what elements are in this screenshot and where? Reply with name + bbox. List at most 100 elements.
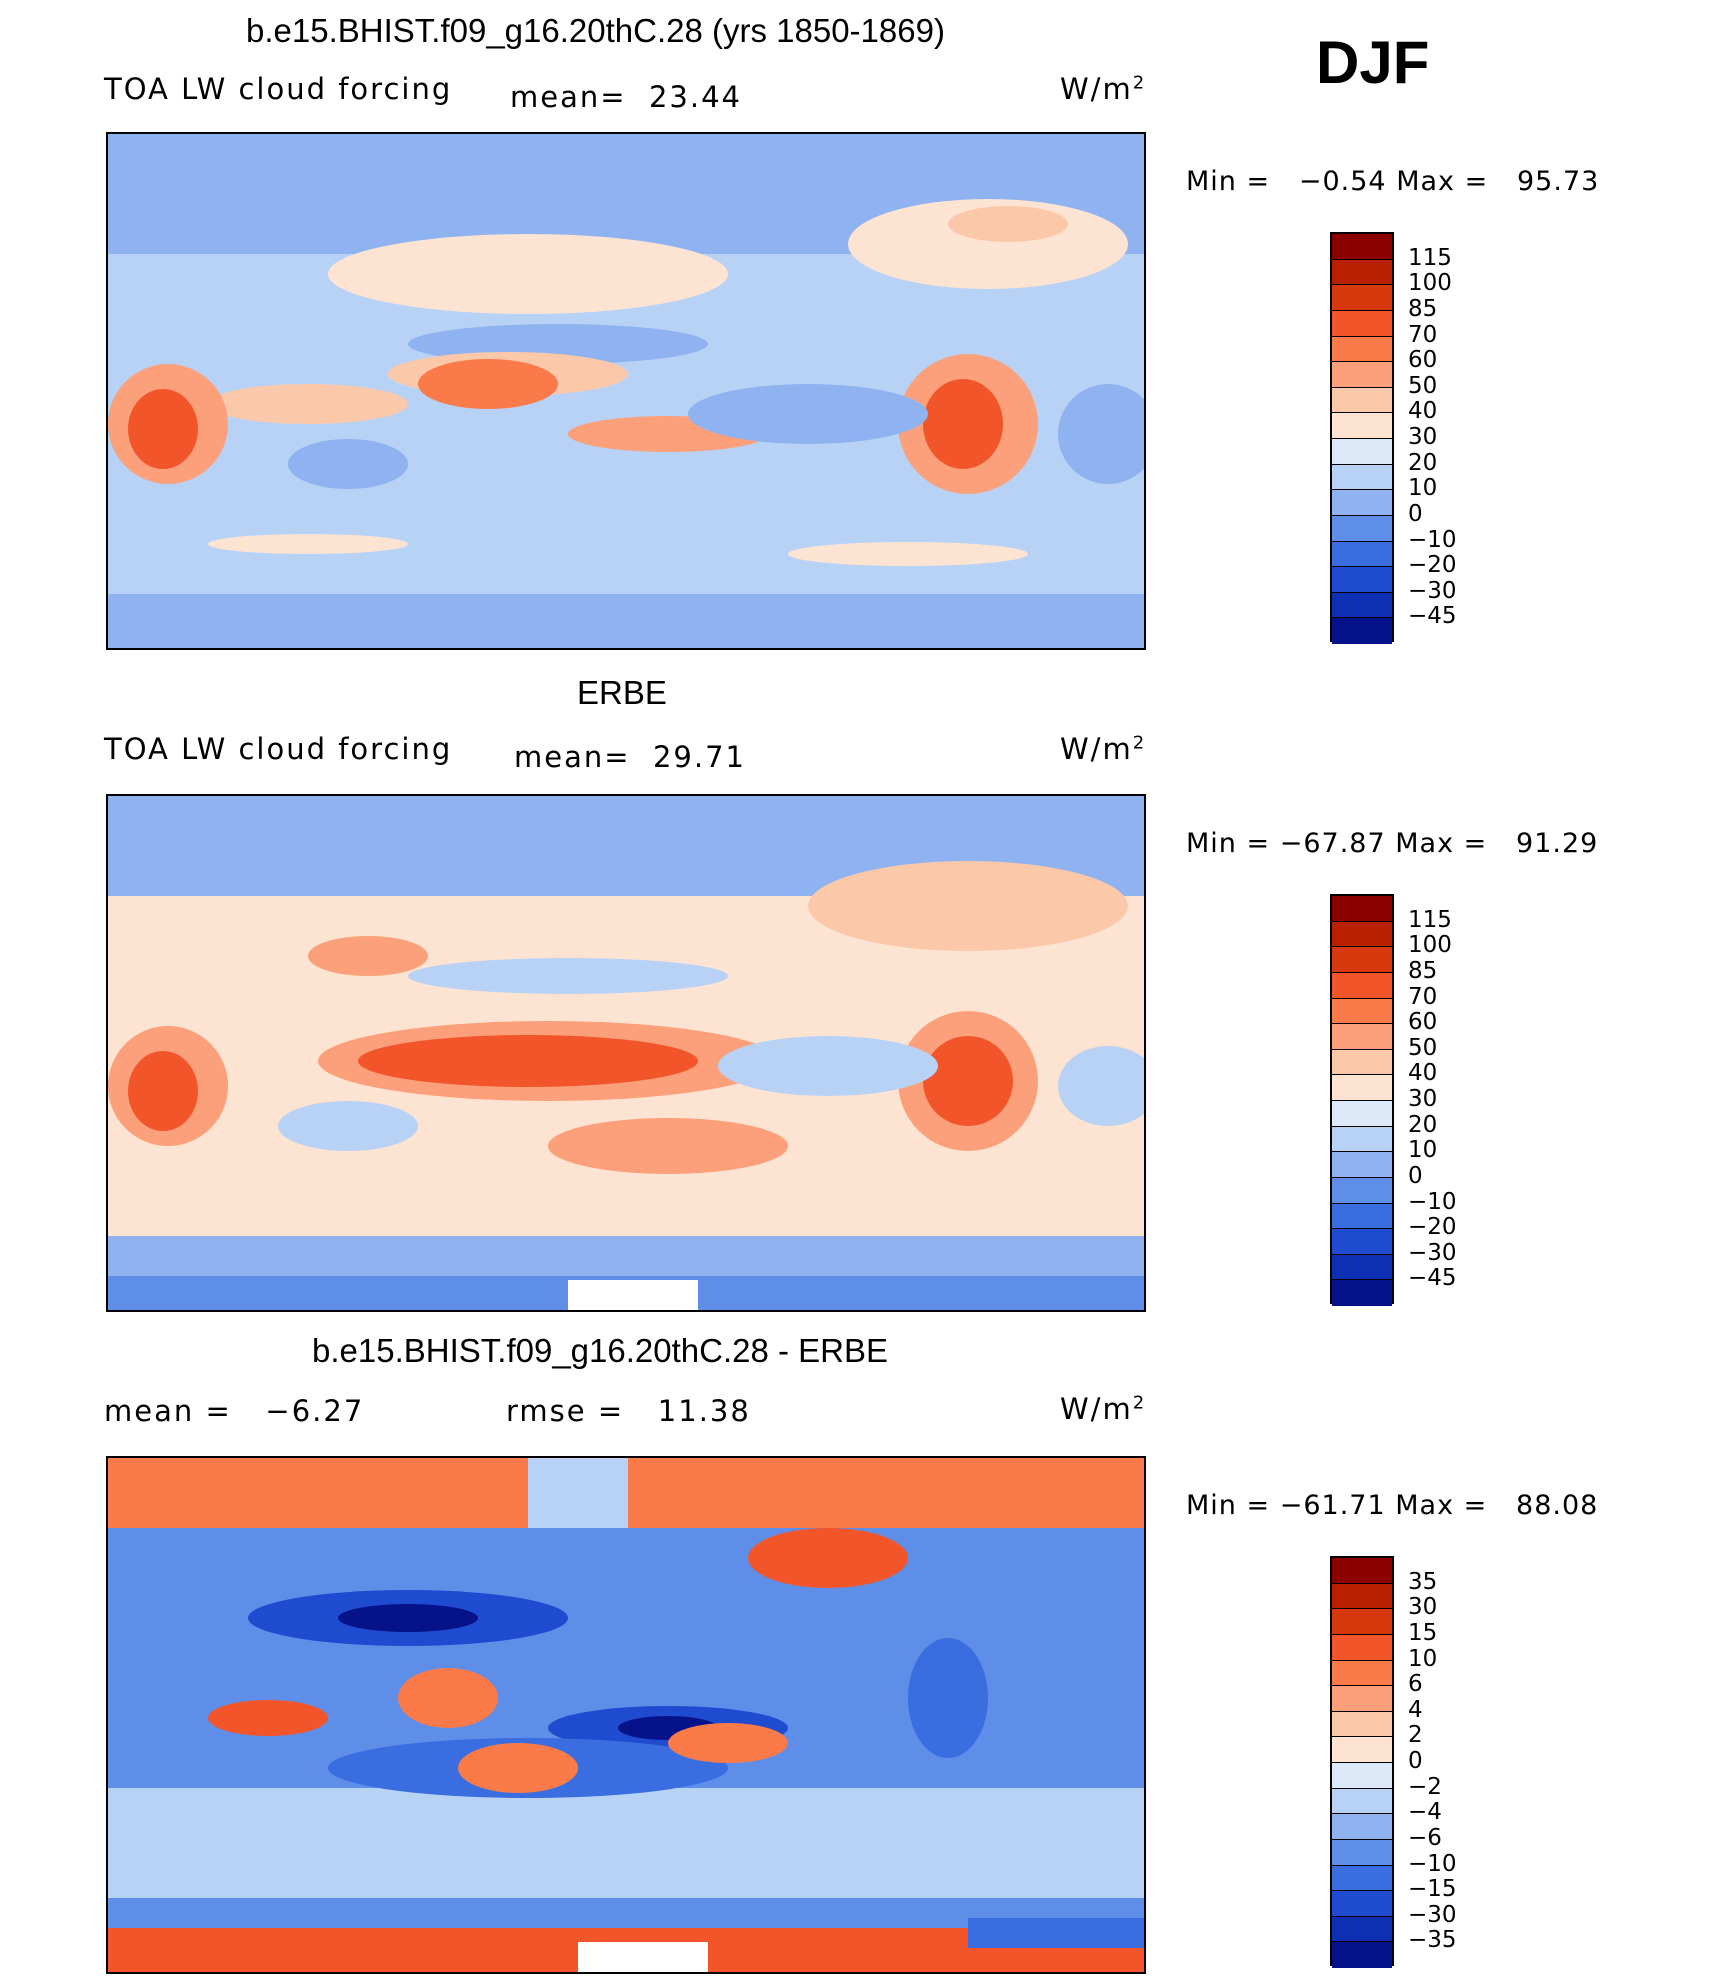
units-label-model: W/m2	[1060, 72, 1147, 106]
panel-title-obs: ERBE	[577, 674, 667, 711]
field-label-model: TOA LW cloud forcing	[104, 72, 453, 106]
mean-readout-diff: mean = −6.27	[104, 1394, 365, 1428]
colorbar-swatch	[1332, 1583, 1392, 1610]
minmax-readout-model: Min = −0.54 Max = 95.73	[1186, 166, 1600, 197]
colorbar-tick-label: 6	[1408, 1671, 1423, 1698]
colorbar-swatch	[1332, 1916, 1392, 1943]
colorbar-swatch	[1332, 896, 1392, 922]
colorbar-tick-label: 2	[1408, 1722, 1423, 1749]
colorbar-tick-label: 0	[1408, 1162, 1423, 1189]
colorbar-tick-label: 115	[1408, 244, 1452, 271]
colorbar-tick-label: 115	[1408, 906, 1452, 933]
colorbar-tick-label: 0	[1408, 500, 1423, 527]
colorbar-tick-label: 20	[1408, 1111, 1438, 1138]
colorbar-swatch	[1332, 1711, 1392, 1738]
colorbar-swatch	[1332, 259, 1392, 286]
colorbar-tick-label: −30	[1408, 577, 1457, 604]
colorbar-swatch	[1332, 1686, 1392, 1712]
colorbar-diff	[1330, 1556, 1394, 1968]
panel-title-model: b.e15.BHIST.f09_g16.20thC.28 (yrs 1850-1…	[246, 12, 945, 49]
rmse-readout-diff: rmse = 11.38	[506, 1394, 751, 1428]
colorbar-tick-label: −2	[1408, 1773, 1442, 1800]
colorbar-swatch	[1332, 1891, 1392, 1917]
colorbar-tick-label: −20	[1408, 1214, 1457, 1241]
map-panel-model	[106, 132, 1146, 650]
colorbar-tick-label: 0	[1408, 1748, 1423, 1774]
colorbar-swatch	[1332, 1203, 1392, 1230]
colorbar-tick-label: −30	[1408, 1239, 1457, 1266]
colorbar-tick-label: −30	[1408, 1901, 1457, 1928]
panel-title-diff: b.e15.BHIST.f09_g16.20thC.28 - ERBE	[312, 1332, 889, 1369]
colorbar-tick-label: 70	[1408, 321, 1438, 348]
colorbar-swatch	[1332, 972, 1392, 999]
minmax-readout-obs: Min = −67.87 Max = 91.29	[1186, 828, 1599, 859]
mean-readout-obs: mean= 29.71	[514, 740, 747, 774]
map-panel-diff	[106, 1456, 1146, 1974]
colorbar-swatch	[1332, 1942, 1392, 1968]
colorbar-swatch	[1332, 336, 1392, 363]
colorbar-swatch	[1332, 1788, 1392, 1815]
colorbar-tick-label: −10	[1408, 1850, 1457, 1877]
colorbar-swatch	[1332, 998, 1392, 1025]
colorbar-swatch	[1332, 1814, 1392, 1840]
colorbar-tick-label: 100	[1408, 270, 1452, 297]
colorbar-tick-label: −35	[1408, 1927, 1457, 1954]
colorbar-tick-label: −45	[1408, 603, 1457, 630]
colorbar-tick-label: 30	[1408, 424, 1438, 450]
colorbar-swatch	[1332, 947, 1392, 973]
colorbar-swatch	[1332, 362, 1392, 388]
colorbar-swatch	[1332, 1229, 1392, 1255]
mean-label: mean=	[510, 80, 627, 114]
contour-map-obs	[108, 796, 1144, 1310]
colorbar-tick-label: −4	[1408, 1799, 1442, 1826]
colorbar-tick-label: 70	[1408, 983, 1438, 1010]
colorbar-tick-label: 4	[1408, 1696, 1423, 1723]
colorbar-swatch	[1332, 515, 1392, 542]
colorbar-swatch	[1332, 541, 1392, 568]
colorbar-swatch	[1332, 1024, 1392, 1050]
colorbar-swatch	[1332, 567, 1392, 593]
colorbar-swatch	[1332, 310, 1392, 337]
colorbar-swatch	[1332, 1839, 1392, 1866]
colorbar-swatch	[1332, 1075, 1392, 1101]
units-label-diff: W/m2	[1060, 1392, 1147, 1426]
map-panel-obs	[106, 794, 1146, 1312]
colorbar-swatch	[1332, 1763, 1392, 1789]
colorbar-swatch	[1332, 618, 1392, 644]
field-label-obs: TOA LW cloud forcing	[104, 732, 453, 766]
contour-map-model	[108, 134, 1144, 648]
colorbar-swatch	[1332, 1101, 1392, 1127]
colorbar-swatch	[1332, 1177, 1392, 1204]
colorbar-tick-label: 40	[1408, 1060, 1438, 1087]
units-label-obs: W/m2	[1060, 732, 1147, 766]
season-label: DJF	[1316, 29, 1430, 96]
colorbar-swatch	[1332, 1865, 1392, 1892]
colorbar-swatch	[1332, 921, 1392, 948]
colorbar-tick-label: 40	[1408, 398, 1438, 425]
colorbar-tick-label: 60	[1408, 1009, 1438, 1036]
colorbar-tick-label: −10	[1408, 1188, 1457, 1215]
colorbar-tick-label: 10	[1408, 1645, 1438, 1672]
mean-value: 23.44	[648, 80, 743, 114]
colorbar-swatch	[1332, 592, 1392, 619]
colorbar-swatch	[1332, 1254, 1392, 1281]
colorbar-swatch	[1332, 1660, 1392, 1687]
colorbar-tick-label: 15	[1408, 1619, 1438, 1646]
colorbar-swatch	[1332, 1737, 1392, 1763]
colorbar-tick-label: 60	[1408, 347, 1438, 374]
colorbar-tick-label: 50	[1408, 372, 1438, 399]
colorbar-tick-label: 30	[1408, 1086, 1438, 1112]
colorbar-swatch	[1332, 1634, 1392, 1661]
colorbar-tick-label: 100	[1408, 932, 1452, 959]
colorbar-tick-label: −20	[1408, 552, 1457, 579]
colorbar-tick-label: 50	[1408, 1034, 1438, 1061]
mean-readout-model: mean= 23.44	[510, 80, 742, 114]
colorbar-tick-label: 35	[1408, 1568, 1438, 1595]
colorbar-tick-label: 10	[1408, 475, 1438, 502]
contour-map-diff	[108, 1458, 1144, 1972]
colorbar-tick-label: 85	[1408, 295, 1438, 322]
colorbar-swatch	[1332, 234, 1392, 260]
colorbar-model	[1330, 232, 1394, 644]
colorbar-tick-label: −6	[1408, 1824, 1442, 1851]
colorbar-tick-label: −10	[1408, 526, 1457, 553]
